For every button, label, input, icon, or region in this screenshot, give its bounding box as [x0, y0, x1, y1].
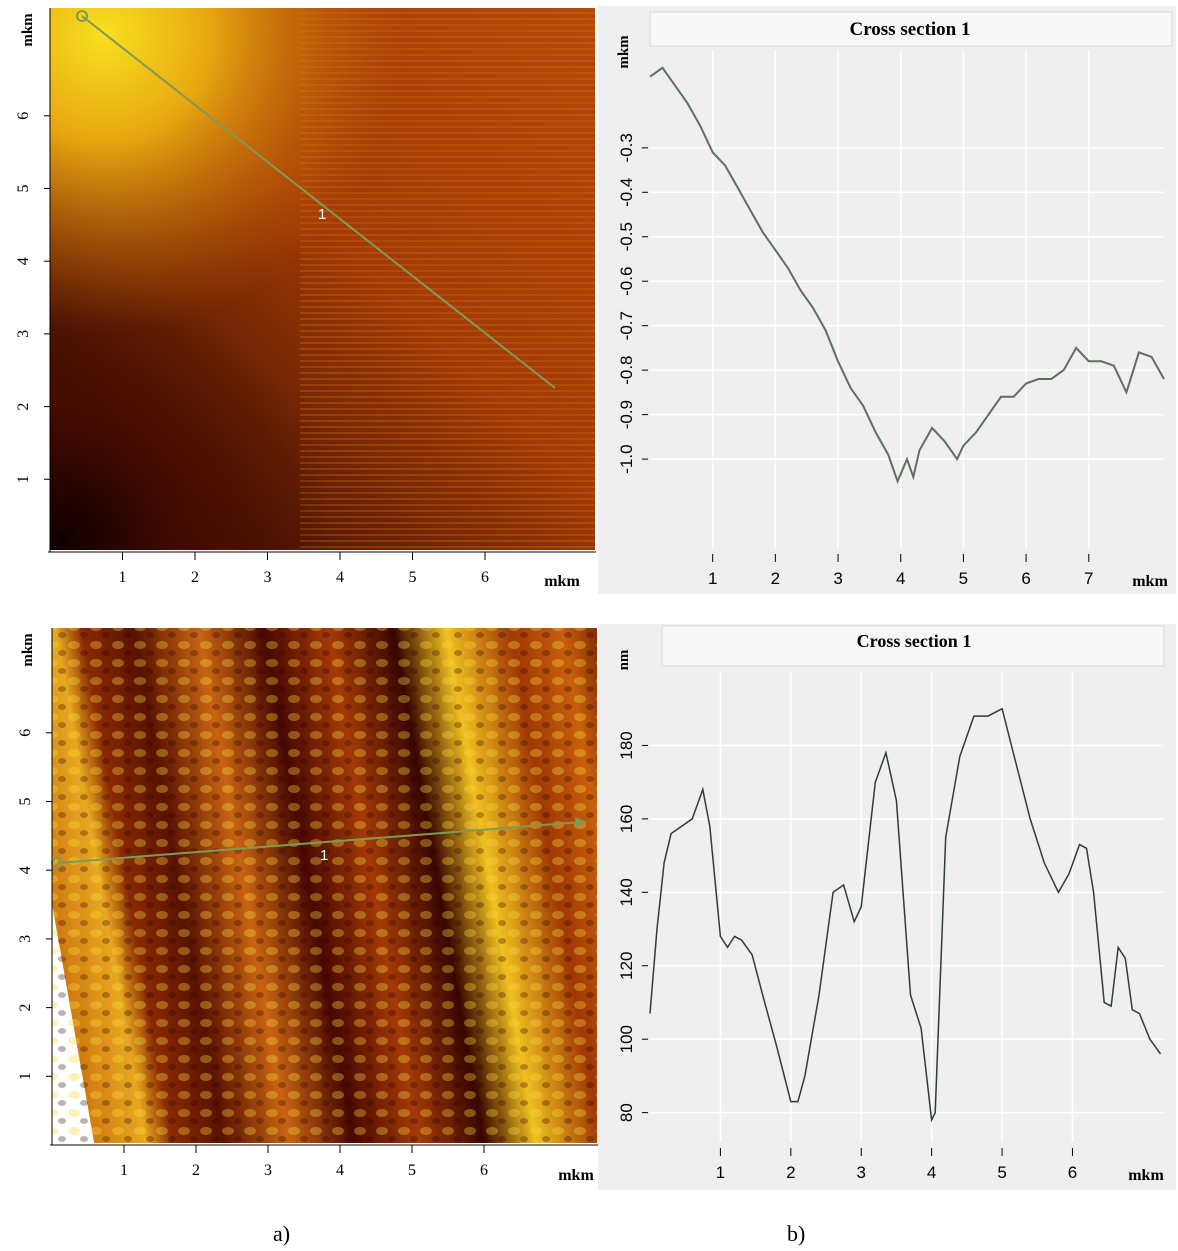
y-tick-label: 4 [17, 866, 34, 874]
afm-image-top: 1 1 2 3 4 5 6 1 2 3 4 5 6 mkm mkm [15, 8, 596, 590]
x-tick-label: 1 [716, 1163, 725, 1182]
scan-line[interactable] [81, 15, 556, 389]
x-tick-label: 1 [120, 1162, 128, 1179]
x-tick-label: 4 [336, 569, 344, 586]
y-tick-label: 1 [17, 1072, 34, 1080]
y-tick-label: 160 [617, 805, 636, 833]
x-tick-label: 6 [480, 1162, 488, 1179]
scan-line[interactable] [56, 821, 583, 864]
x-tick-label: 3 [264, 1162, 272, 1179]
y-tick-label: -0.6 [617, 267, 636, 296]
x-tick-label: 2 [191, 569, 199, 586]
y-axis-label: nm [616, 649, 632, 670]
y-tick-label: 6 [17, 729, 34, 737]
chart-title: Cross section 1 [849, 19, 970, 40]
y-unit-label: mkm [20, 13, 36, 47]
x-unit-label: mkm [544, 573, 580, 590]
y-tick-label: -0.7 [617, 311, 636, 340]
y-axis-label: mkm [616, 35, 632, 69]
x-tick-label: 2 [771, 569, 780, 588]
x-tick-label: 1 [119, 569, 127, 586]
y-tick-label: 5 [15, 185, 32, 193]
y-tick-label: 3 [15, 330, 32, 338]
scan-line-start-handle[interactable] [76, 10, 88, 22]
y-tick-label: 3 [17, 935, 34, 943]
x-tick-label: 5 [997, 1163, 1006, 1182]
y-tick-label: -0.5 [617, 222, 636, 251]
y-tick-label: 6 [15, 112, 32, 120]
x-tick-label: 3 [856, 1163, 865, 1182]
x-tick-label: 4 [336, 1162, 344, 1179]
profile-line [649, 707, 1162, 1123]
x-unit-label: mkm [558, 1167, 594, 1184]
y-tick-label: -0.8 [617, 355, 636, 384]
x-axis-label: mkm [1128, 1167, 1164, 1184]
x-tick-label: 4 [896, 569, 905, 588]
y-tick-label: -1.0 [617, 444, 636, 473]
x-tick-label: 4 [927, 1163, 936, 1182]
x-tick-label: 3 [264, 569, 272, 586]
x-tick-label: 5 [959, 569, 968, 588]
chart-title: Cross section 1 [857, 631, 972, 651]
x-tick-label: 1 [708, 569, 717, 588]
scan-line-label: 1 [320, 847, 328, 864]
y-tick-label: 5 [17, 798, 34, 806]
caption-b: b) [787, 1221, 806, 1246]
x-tick-label: 3 [833, 569, 842, 588]
y-tick-label: 2 [17, 1004, 34, 1012]
y-tick-label: -0.4 [617, 178, 636, 207]
profile-line [649, 66, 1165, 485]
x-tick-label: 6 [1068, 1163, 1077, 1182]
y-tick-label: 2 [15, 403, 32, 411]
x-axis-label: mkm [1132, 573, 1168, 590]
x-tick-label: 2 [192, 1162, 200, 1179]
scan-line-arrow [575, 817, 587, 827]
x-tick-label: 7 [1084, 569, 1093, 588]
y-tick-label: 1 [15, 475, 32, 483]
y-tick-label: 120 [617, 952, 636, 980]
y-unit-label: mkm [20, 633, 36, 667]
y-tick-label: 180 [617, 731, 636, 759]
profile-chart-bottom: Cross section 1 1 2 3 4 5 680100120140160180 … [598, 624, 1176, 1190]
y-tick-label: -0.9 [617, 400, 636, 429]
x-tick-label: 5 [409, 569, 417, 586]
x-tick-label: 5 [408, 1162, 416, 1179]
caption-a: a) [273, 1221, 291, 1246]
profile-chart-top: Cross section 1 1 2 3 4 5 6 7 -1.0 -0.9 -0.8 -0.7 -… [598, 6, 1176, 594]
y-tick-label: 140 [617, 878, 636, 906]
scan-line-label: 1 [318, 206, 326, 223]
y-tick-label: 4 [15, 257, 32, 265]
y-tick-label: 100 [617, 1025, 636, 1053]
y-tick-label: 80 [617, 1103, 636, 1122]
x-tick-label: 6 [1021, 569, 1030, 588]
x-tick-label: 6 [481, 569, 489, 586]
x-tick-label: 2 [786, 1163, 795, 1182]
y-tick-label: -0.3 [617, 133, 636, 162]
afm-image-bottom: 1 1 2 3 4 5 6 1 2 3 4 5 6 mkm mkm [17, 628, 598, 1184]
